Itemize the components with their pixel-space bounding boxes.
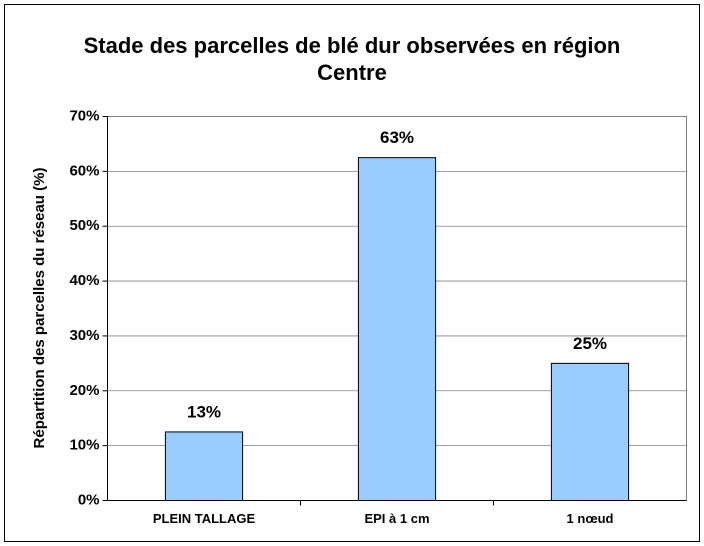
data-label: 25% (573, 334, 607, 353)
y-axis-label: Répartition des parcelles du réseau (%) (31, 168, 48, 449)
y-tick-label: 30% (69, 327, 99, 344)
x-tick-label: EPI à 1 cm (364, 511, 429, 526)
y-tick-label: 10% (69, 437, 99, 454)
y-tick-label: 20% (69, 382, 99, 399)
y-tick-label: 60% (69, 162, 99, 179)
y-tick-label: 50% (69, 217, 99, 234)
y-tick-label: 0% (78, 491, 100, 508)
x-tick-label: PLEIN TALLAGE (153, 511, 256, 526)
data-label: 13% (187, 402, 221, 421)
data-label: 63% (380, 128, 414, 147)
chart-title: Stade des parcelles de blé dur observées… (83, 33, 621, 85)
y-tick-label: 40% (69, 272, 99, 289)
bar (550, 362, 630, 501)
x-tick-label: 1 nœud (567, 511, 614, 526)
y-tick-label: 70% (69, 107, 99, 124)
bar (357, 157, 437, 501)
bar (164, 431, 244, 501)
